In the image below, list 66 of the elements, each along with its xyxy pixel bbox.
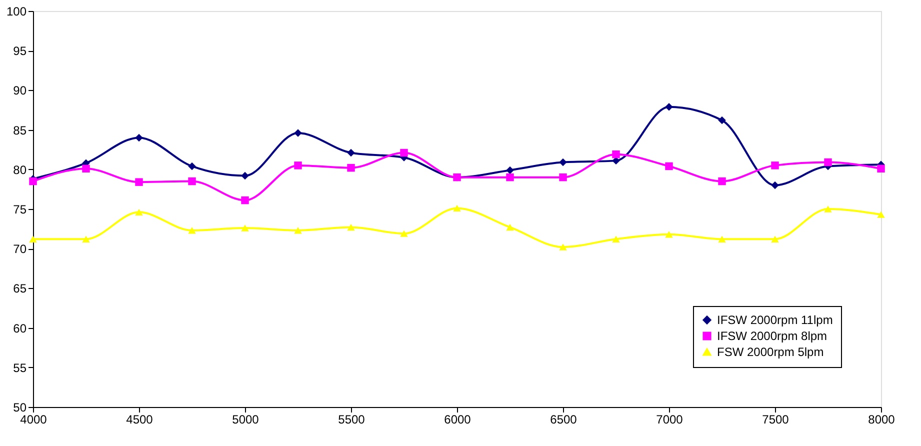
point	[347, 148, 355, 157]
point	[241, 224, 249, 232]
point	[559, 173, 567, 182]
point	[612, 236, 620, 242]
point	[665, 102, 673, 111]
legend-label: IFSW 2000rpm 11lpm	[717, 313, 833, 327]
point	[824, 206, 832, 212]
point	[771, 181, 779, 190]
point	[188, 162, 196, 170]
x-tick-label: 5500	[338, 412, 366, 426]
y-tick-label: 75	[13, 202, 27, 216]
point	[347, 224, 355, 231]
point	[877, 164, 885, 172]
point	[82, 236, 90, 242]
point	[135, 134, 143, 142]
y-tick-label: 55	[13, 360, 27, 375]
y-tick-label: 60	[13, 321, 27, 336]
point	[29, 236, 37, 242]
point	[612, 150, 620, 158]
point	[29, 177, 37, 186]
x-tick-label: 4500	[126, 412, 154, 426]
y-tick-label: 90	[13, 84, 27, 98]
legend-label: IFSW 2000rpm 8lpm	[717, 329, 828, 343]
y-tick-label: 100	[6, 4, 27, 18]
x-tick-label: 5000	[232, 412, 260, 426]
point	[135, 208, 143, 216]
point	[506, 173, 514, 182]
y-tick-label: 80	[13, 162, 27, 177]
point	[718, 236, 726, 242]
point	[188, 227, 196, 234]
point	[771, 162, 779, 170]
point	[188, 177, 196, 186]
point	[559, 244, 567, 250]
point	[718, 177, 726, 186]
point	[135, 178, 143, 186]
point	[453, 204, 461, 212]
point	[506, 166, 514, 174]
x-tick-label: 6000	[444, 412, 472, 426]
x-tick-label: 8000	[868, 412, 896, 426]
y-tick-label: 95	[13, 44, 27, 58]
y-tick-label: 50	[13, 400, 27, 414]
x-tick-label: 7500	[762, 412, 790, 426]
point	[400, 230, 408, 237]
point	[241, 196, 249, 204]
y-tick-label: 70	[13, 242, 27, 256]
point	[559, 158, 567, 166]
point	[241, 172, 249, 180]
point	[877, 211, 885, 218]
point	[718, 116, 726, 124]
point	[294, 227, 302, 234]
y-tick-label: 65	[13, 282, 27, 296]
legend-label: FSW 2000rpm 5lpm	[717, 345, 824, 359]
x-tick-label: 6500	[550, 412, 578, 426]
x-tick-label: 7000	[656, 412, 684, 426]
x-tick-label: 4000	[20, 412, 48, 426]
point	[347, 164, 355, 172]
point	[824, 158, 832, 166]
point	[294, 162, 302, 170]
y-tick-label: 85	[13, 123, 27, 138]
point	[294, 129, 302, 137]
point	[665, 230, 673, 238]
point	[400, 148, 408, 157]
point	[82, 164, 90, 172]
point	[771, 236, 779, 242]
point	[506, 224, 514, 231]
point	[665, 162, 673, 170]
